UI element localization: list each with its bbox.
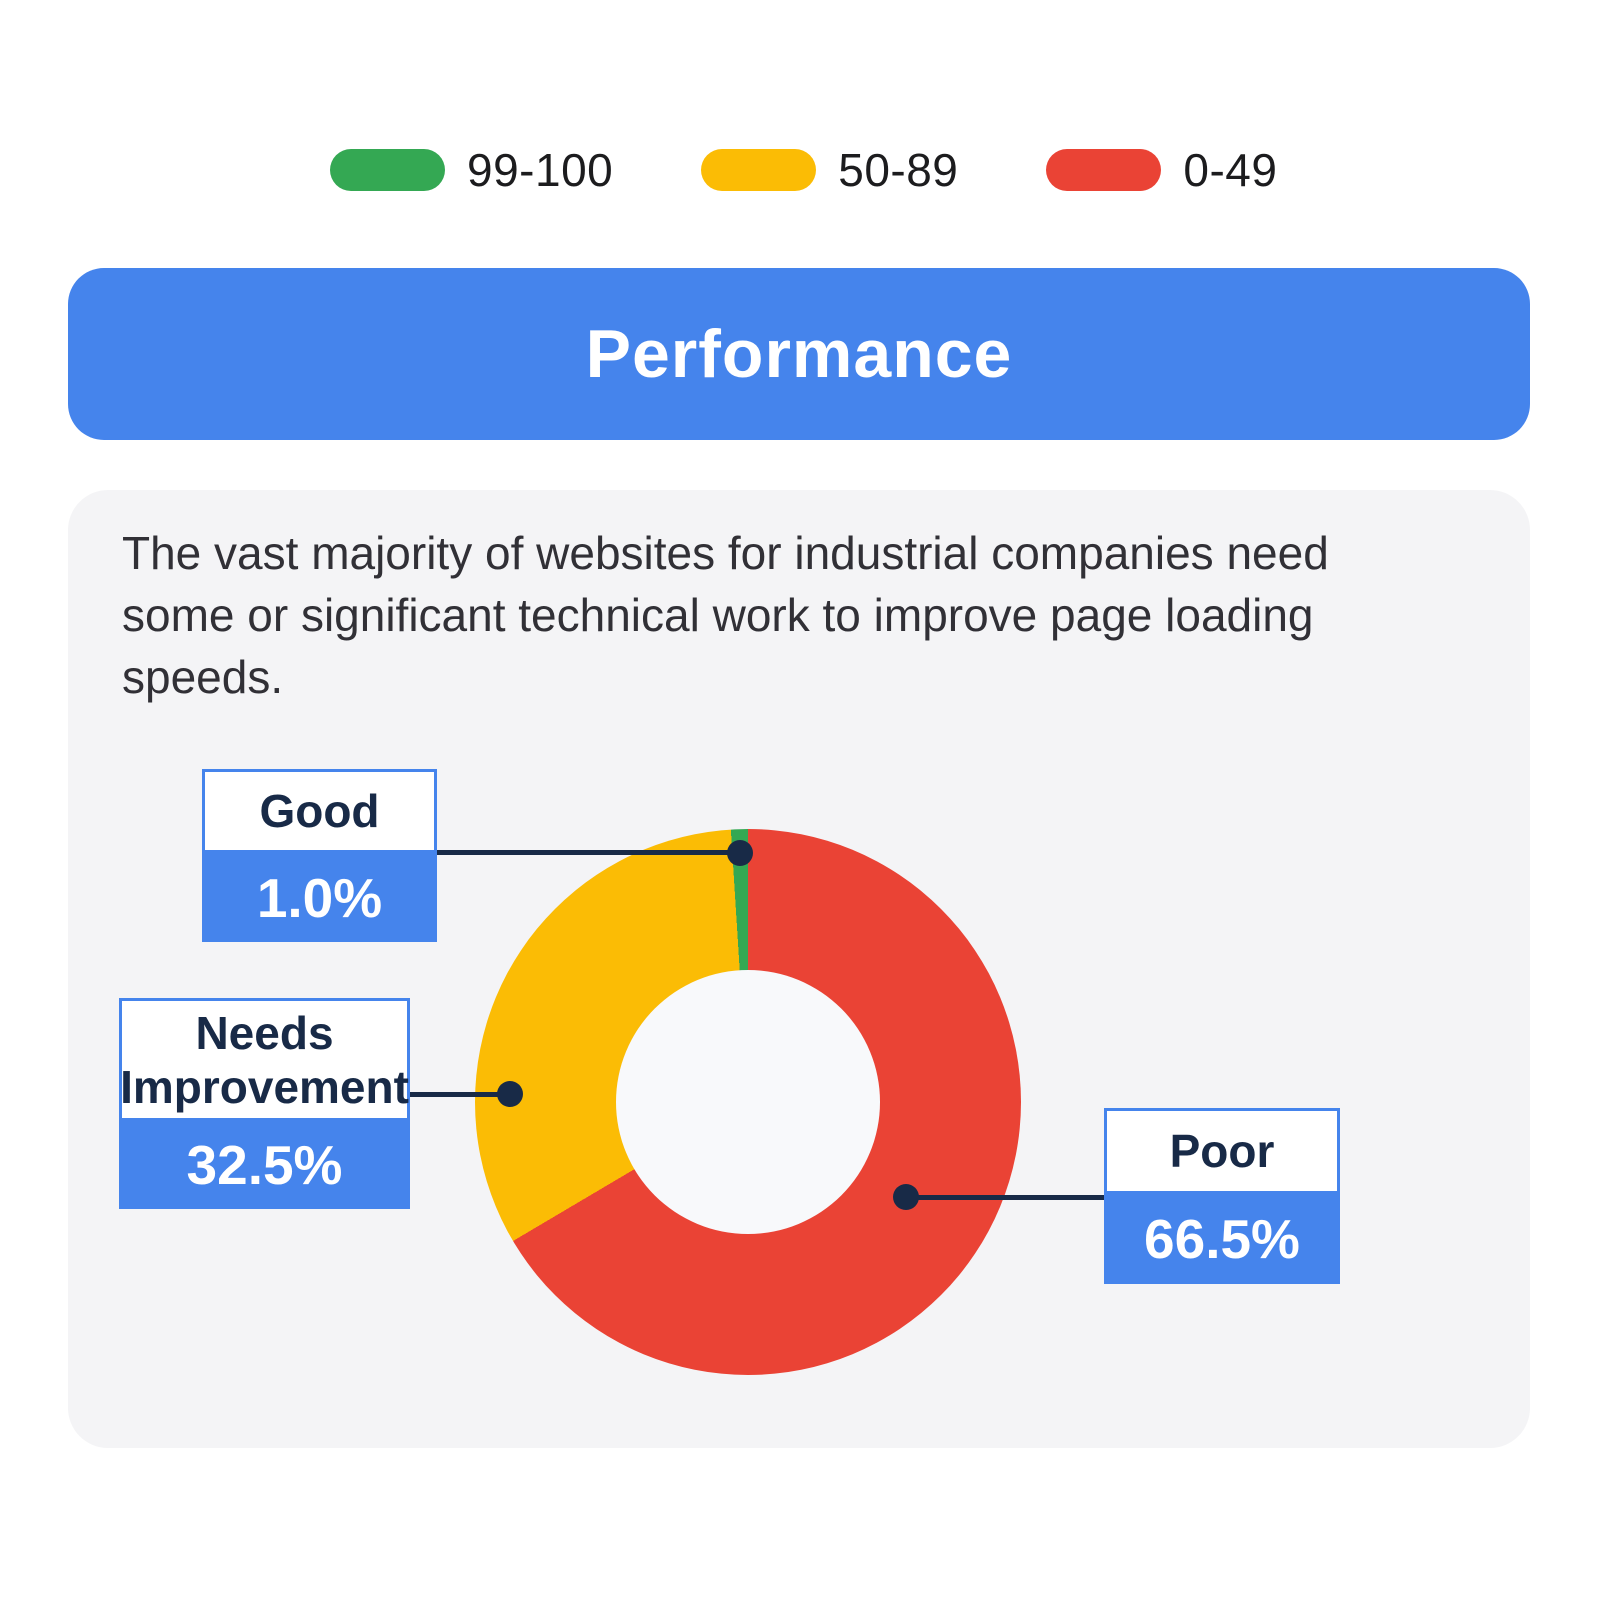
callout-good-value: 1.0% xyxy=(202,853,437,942)
summary-text: The vast majority of websites for indust… xyxy=(122,527,1329,703)
callout-good-label: Good xyxy=(202,769,437,853)
callout-needs-improvement-value: 32.5% xyxy=(119,1121,410,1209)
legend-swatch-yellow xyxy=(701,149,817,191)
connector-line-poor xyxy=(906,1195,1104,1200)
callout-poor-value: 66.5% xyxy=(1104,1194,1340,1284)
page-title: Performance xyxy=(585,316,1013,392)
connector-line-needs-improvement xyxy=(410,1092,510,1097)
legend-swatch-green xyxy=(330,149,445,191)
donut-chart xyxy=(475,829,1021,1375)
connector-dot-good xyxy=(727,840,753,866)
callout-needs-improvement: Needs Improvement 32.5% xyxy=(119,998,410,1209)
legend-label-poor-range: 0-49 xyxy=(1183,144,1278,196)
callout-poor-label: Poor xyxy=(1104,1108,1340,1194)
legend-item-good: 99-100 xyxy=(330,143,613,197)
legend-swatch-red xyxy=(1046,149,1162,191)
section-banner: Performance xyxy=(68,268,1530,440)
callout-needs-improvement-label: Needs Improvement xyxy=(119,998,410,1121)
donut-hole xyxy=(616,970,880,1234)
callout-poor: Poor 66.5% xyxy=(1104,1108,1340,1284)
connector-dot-poor xyxy=(893,1184,919,1210)
legend-item-poor: 0-49 xyxy=(1046,143,1277,197)
legend-item-medium: 50-89 xyxy=(701,143,958,197)
connector-dot-needs-improvement xyxy=(497,1081,523,1107)
legend-label-medium-range: 50-89 xyxy=(838,144,959,196)
connector-line-good xyxy=(437,850,740,855)
callout-good: Good 1.0% xyxy=(202,769,437,942)
legend: 99-100 50-89 0-49 xyxy=(330,143,1277,197)
legend-label-good-range: 99-100 xyxy=(467,144,614,196)
